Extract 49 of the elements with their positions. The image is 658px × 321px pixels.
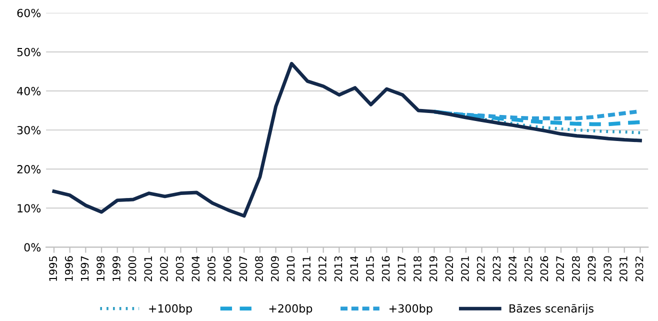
x-tick-label: 2019 <box>429 256 438 282</box>
y-tick-label: 60% <box>17 8 41 18</box>
x-tick-label: 2032 <box>635 256 644 282</box>
x-tick-label: 2006 <box>223 256 232 282</box>
y-tick-label: 10% <box>18 204 41 212</box>
x-tick-label: 2001 <box>144 256 152 282</box>
x-tick-label: 1999 <box>112 256 120 281</box>
x-tick-label: 2002 <box>160 256 168 282</box>
x-tick-label: 1996 <box>64 256 73 281</box>
x-tick-label: 2030 <box>604 256 612 282</box>
y-tick-label: 0% <box>24 243 41 252</box>
x-tick-label: 2009 <box>270 256 279 282</box>
y-tick-label: 30% <box>17 126 41 134</box>
y-tick-label: 50% <box>17 48 41 56</box>
x-tick-label: 1997 <box>80 256 89 281</box>
x-tick-label: 2017 <box>398 256 406 282</box>
x-tick-label: 2031 <box>620 256 628 282</box>
legend-label: +300bp <box>389 304 432 315</box>
x-tick-label: 2020 <box>445 256 454 282</box>
x-tick-label: 2016 <box>382 256 390 282</box>
x-tick-label: 2028 <box>572 256 580 282</box>
x-tick-label: 2012 <box>318 256 326 282</box>
x-tick-label: 2029 <box>588 256 596 282</box>
x-tick-label: 2007 <box>239 256 248 282</box>
legend-label: Bāzes scenārijs <box>510 304 594 315</box>
x-tick-label: 2000 <box>128 256 136 282</box>
x-tick-label: 2004 <box>192 256 200 282</box>
legend-label: +100bp <box>149 304 192 315</box>
x-tick-label: 2027 <box>556 256 564 282</box>
x-tick-label: 2024 <box>508 256 516 282</box>
x-tick-label: 2023 <box>492 256 501 282</box>
x-tick-label: 2025 <box>524 256 532 282</box>
y-tick-label: 20% <box>17 165 41 174</box>
x-tick-label: 2011 <box>302 256 311 282</box>
x-tick-label: 2014 <box>350 256 358 282</box>
x-tick-label: 2026 <box>540 256 548 282</box>
x-tick-label: 2013 <box>334 256 342 282</box>
x-tick-label: 2015 <box>366 256 374 282</box>
x-tick-label: 1995 <box>49 256 58 281</box>
x-tick-label: 2010 <box>286 256 295 282</box>
x-tick-label: 2008 <box>255 256 263 282</box>
x-tick-label: 2021 <box>461 256 469 282</box>
legend-label: +200bp <box>269 304 312 315</box>
x-tick-label: 2018 <box>414 256 422 282</box>
x-tick-label: 2022 <box>476 256 485 282</box>
x-tick-label: 1998 <box>96 256 105 281</box>
x-tick-label: 2005 <box>208 256 216 282</box>
y-tick-label: 40% <box>17 86 41 96</box>
x-tick-label: 2003 <box>176 256 184 282</box>
